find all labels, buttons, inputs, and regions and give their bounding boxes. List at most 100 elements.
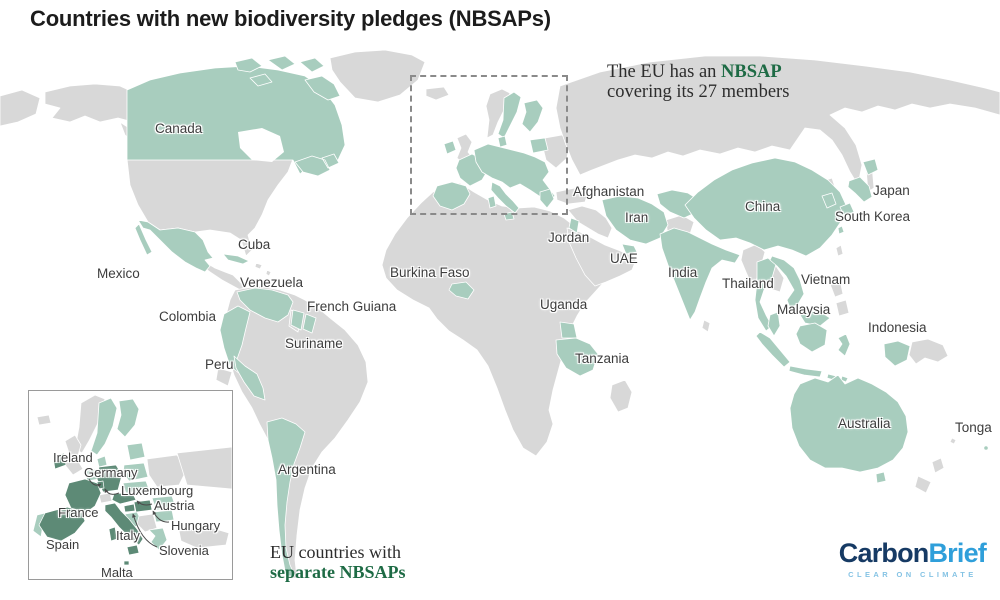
inset-label-arrows	[88, 478, 170, 548]
madagascar-shape	[609, 379, 633, 413]
china-shape	[684, 157, 847, 257]
country-label-suriname: Suriname	[285, 336, 343, 351]
country-label-burkina-faso: Burkina Faso	[390, 265, 470, 280]
page-title: Countries with new biodiversity pledges …	[30, 6, 551, 31]
caribbean-islands-shape	[254, 262, 272, 277]
inset-malta-shape	[123, 560, 130, 566]
country-label-tanzania: Tanzania	[575, 351, 630, 366]
country-label-uae: UAE	[610, 251, 638, 266]
uganda-shape	[559, 321, 578, 339]
uae-shape	[621, 243, 638, 255]
country-label-cuba: Cuba	[238, 237, 271, 252]
argentina-shape	[266, 417, 306, 577]
africa-shape	[381, 182, 611, 457]
mexico-shape	[134, 219, 214, 273]
country-label-french-guiana: French Guiana	[307, 299, 397, 314]
country-label-south-korea: South Korea	[835, 209, 911, 224]
taiwan-shape	[835, 244, 844, 257]
ecuador-shape	[215, 367, 233, 387]
inset-iceland-shape	[36, 414, 52, 426]
country-label-peru: Peru	[205, 357, 234, 372]
country-label-thailand: Thailand	[722, 276, 774, 291]
slovenia-arrow	[132, 513, 158, 548]
country-label-indonesia: Indonesia	[868, 320, 927, 335]
inset-poland-shape	[122, 462, 149, 482]
inset-finland-shape	[116, 398, 140, 438]
inset-label-austria: Austria	[154, 498, 195, 513]
eu-annotation-prefix: The EU has an	[607, 62, 722, 82]
french-guiana-shape	[302, 313, 317, 334]
cuba-shape	[222, 253, 250, 265]
malaysia-shape	[767, 309, 831, 337]
suriname-shape	[290, 309, 305, 331]
country-label-uganda: Uganda	[540, 297, 588, 312]
country-label-china: China	[745, 199, 781, 214]
luxembourg-arrow	[104, 488, 120, 495]
eu-annotation-line2: covering its 27 members	[607, 82, 790, 102]
country-label-japan: Japan	[873, 183, 910, 198]
inset-austria-shape	[111, 491, 137, 505]
new-zealand-shape	[914, 457, 945, 494]
europe-focus-dashed-box	[410, 75, 568, 215]
india-shape	[659, 227, 741, 321]
country-label-canada: Canada	[155, 121, 203, 136]
inset-label-hungary: Hungary	[171, 518, 221, 533]
eu-italy-shape	[487, 181, 520, 221]
alaska-shape	[44, 83, 134, 123]
south-korea-shape	[821, 192, 837, 209]
eu-baltics-shape	[529, 137, 549, 154]
iceland-shape	[425, 86, 450, 101]
tonga-shape	[983, 445, 989, 451]
canada-maritimes-shape	[294, 153, 340, 177]
eu-sweden-shape	[497, 91, 522, 139]
hungary-arrow	[152, 510, 170, 523]
eu-annotation: The EU has an NBSAP covering its 27 memb…	[607, 62, 789, 102]
inset-caption-highlight: separate NBSAPs	[270, 562, 406, 582]
inset-label-spain: Spain	[46, 537, 80, 552]
inset-switzerland-shape	[98, 492, 113, 504]
inset-label-germany: Germany	[84, 465, 138, 480]
carbonbrief-wordmark: CarbonBrief	[839, 540, 987, 567]
tanzania-shape	[555, 337, 599, 377]
inset-spain-shape	[38, 506, 86, 542]
japan-shape	[837, 158, 879, 235]
eu-central-shape	[473, 143, 556, 203]
logo-tagline: CLEAR ON CLIMATE	[848, 570, 977, 579]
country-label-venezuela: Venezuela	[240, 275, 304, 290]
inset-caption-line1: EU countries with	[270, 542, 401, 562]
canada-arctic-islands-shape	[234, 55, 341, 101]
pledge-countries	[126, 55, 989, 577]
inset-romania-shape	[151, 495, 177, 511]
inset-hungary-shape	[133, 499, 153, 513]
vietnam-shape	[769, 255, 805, 309]
eu-annotation-line1: The EU has an NBSAP	[607, 62, 789, 82]
eu-iberia-shape	[432, 181, 471, 211]
inset-sweden-shape	[90, 397, 118, 456]
inset-caption: EU countries with separate NBSAPs	[270, 542, 406, 582]
venezuela-shape	[236, 287, 294, 323]
inset-label-france: France	[58, 505, 99, 520]
turkey-shape	[555, 187, 589, 205]
inset-ireland-shape	[52, 452, 67, 470]
country-label-jordan: Jordan	[548, 230, 590, 245]
fiji-shape	[949, 437, 957, 445]
country-label-argentina: Argentina	[278, 462, 336, 477]
country-label-australia: Australia	[838, 416, 891, 431]
inset-italy-shape	[104, 502, 144, 556]
inset-turkey-shape	[178, 526, 230, 549]
inset-czech-slovakia-shape	[122, 480, 151, 495]
iraq-syria-shape	[567, 205, 613, 239]
inset-label-italy: Italy	[116, 528, 140, 543]
austria-arrow	[136, 500, 153, 506]
country-label-india: India	[668, 265, 698, 280]
europe-inset-svg	[32, 394, 233, 566]
greenland-shape	[329, 49, 426, 103]
inset-separate-nbsap-countries	[38, 452, 153, 566]
country-label-malaysia: Malaysia	[777, 302, 831, 317]
hudson-bay-shape	[238, 128, 284, 162]
inset-uk-shape	[64, 434, 84, 476]
canada-shape	[126, 65, 346, 175]
country-label-afghanistan: Afghanistan	[573, 184, 645, 199]
